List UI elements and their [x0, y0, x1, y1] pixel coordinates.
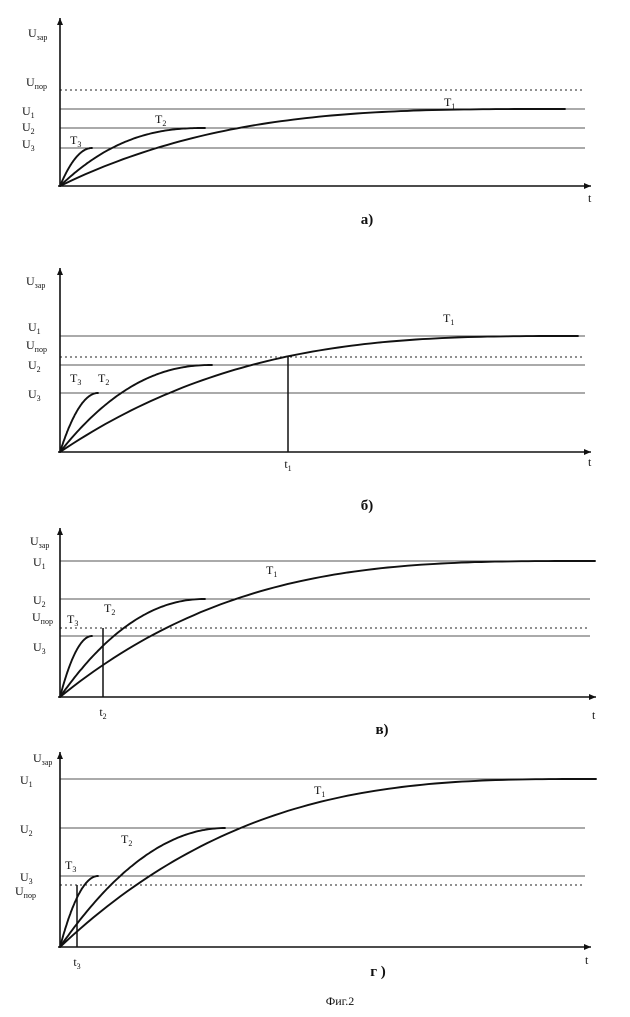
level-label-u3: U3 [28, 387, 41, 403]
curve-t1 [60, 336, 578, 452]
curve-label-t3: T3 [70, 133, 81, 149]
curve-t1 [60, 109, 565, 186]
threshold-label: Uпор [26, 75, 47, 91]
level-label-u2: U2 [22, 120, 35, 136]
x-axis-arrow [584, 944, 591, 950]
curve-label-t2: T2 [155, 112, 166, 128]
panel-g: T1T2T3U1U2U3UпорUзарtt3г ) [15, 751, 596, 980]
panel-b: T1 T2 T3 U1 U2 U3 Uпор Uзар t t1 б) [26, 268, 592, 514]
panel-letter: в) [375, 722, 388, 738]
level-label-u2: U2 [28, 358, 41, 374]
y-axis-arrow [57, 528, 63, 535]
panel-v: T1 T2 T3 U1 U2 U3 Uпор Uзар t t2 в) [30, 528, 596, 738]
level-label-u1: U1 [22, 104, 35, 120]
y-axis-label: Uзар [30, 534, 49, 550]
curve-label-t1: T1 [266, 563, 277, 579]
curve-t3 [60, 876, 98, 947]
curve-label-t3: T3 [65, 858, 76, 874]
threshold-label: Uпор [32, 610, 53, 626]
curve-t3 [60, 393, 98, 452]
curve-label-t1: T1 [443, 311, 454, 327]
panel-a: T1 T2 T3 U1U2U3 Uпор Uзар t а) [22, 18, 592, 228]
curve-label-t3: T3 [70, 371, 81, 387]
x-axis-label: t [588, 455, 592, 469]
level-label-u1: U1 [28, 320, 41, 336]
threshold-label: Uпор [15, 884, 36, 900]
panel-letter: г ) [370, 964, 386, 980]
curve-t2 [60, 128, 205, 186]
curve-t3 [60, 636, 92, 697]
curve-label-t1: T1 [314, 783, 325, 799]
curve-label-t2: T2 [121, 832, 132, 848]
panel-letter: а) [361, 212, 374, 228]
x-axis-arrow [584, 183, 591, 189]
level-label-u2: U2 [20, 822, 33, 838]
curve-label-t1: T1 [444, 95, 455, 111]
x-axis-label: t [592, 708, 596, 722]
y-axis-label: Uзар [26, 274, 45, 290]
level-label-u3: U3 [22, 137, 35, 153]
x-axis-label: t [588, 191, 592, 205]
curve-label-t3: T3 [67, 612, 78, 628]
x-axis-label: t [585, 953, 589, 967]
crossing-label-t2: t2 [99, 705, 106, 721]
y-axis-arrow [57, 268, 63, 275]
curve-label-t2: T2 [104, 601, 115, 617]
panel-letter: б) [361, 498, 374, 514]
threshold-label: Uпор [26, 338, 47, 354]
figure-caption: Фиг.2 [326, 994, 354, 1008]
y-axis-arrow [57, 18, 63, 25]
crossing-label-t1: t1 [284, 457, 291, 473]
y-axis-arrow [57, 752, 63, 759]
curve-t2 [60, 599, 205, 697]
curve-t1 [60, 779, 596, 947]
crossing-label-t3: t3 [73, 955, 80, 971]
y-axis-label: Uзар [33, 751, 52, 767]
level-label-u1: U1 [33, 555, 46, 571]
curve-t1 [60, 561, 595, 697]
level-label-u2: U2 [33, 593, 46, 609]
curve-label-t2: T2 [98, 371, 109, 387]
x-axis-arrow [589, 694, 596, 700]
level-label-u3: U3 [33, 640, 46, 656]
y-axis-label: Uзар [28, 26, 47, 42]
level-label-u1: U1 [20, 773, 33, 789]
